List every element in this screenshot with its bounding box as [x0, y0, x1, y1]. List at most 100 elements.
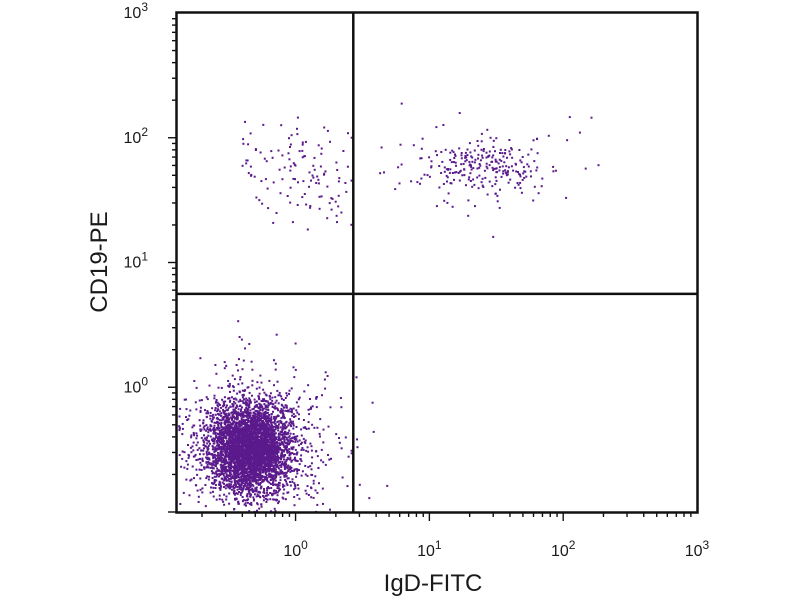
- event-dot: [317, 182, 320, 185]
- event-dot: [241, 400, 244, 403]
- event-dot: [259, 409, 262, 412]
- event-dot: [217, 425, 220, 428]
- event-dot: [477, 187, 480, 190]
- event-dot: [209, 453, 212, 456]
- event-dot: [250, 467, 252, 470]
- event-dot: [271, 403, 274, 406]
- event-dot: [197, 458, 200, 461]
- event-dot: [259, 491, 262, 494]
- event-dot: [256, 441, 259, 444]
- event-dot: [241, 428, 244, 431]
- event-dot: [262, 413, 265, 415]
- event-dot: [252, 499, 255, 502]
- event-dot: [227, 479, 230, 482]
- event-dot: [247, 424, 250, 427]
- event-dot: [245, 443, 248, 446]
- event-dot: [292, 436, 295, 439]
- event-dot: [187, 418, 190, 421]
- event-dot: [248, 400, 251, 403]
- event-dot: [239, 423, 242, 426]
- event-dot: [221, 470, 224, 473]
- event-dot: [221, 447, 224, 450]
- event-dot: [423, 173, 426, 176]
- event-dot: [240, 474, 243, 477]
- event-dot: [248, 420, 251, 423]
- event-dot: [216, 426, 219, 429]
- event-dot: [223, 465, 226, 468]
- event-dot: [317, 178, 320, 181]
- event-dot: [296, 460, 299, 463]
- event-dot: [241, 396, 244, 399]
- event-dot: [286, 451, 289, 454]
- event-dot: [224, 459, 227, 462]
- event-dot: [245, 415, 248, 417]
- event-dot: [319, 165, 322, 168]
- event-dot: [223, 447, 226, 450]
- event-dot: [220, 412, 223, 415]
- event-dot: [469, 172, 472, 175]
- event-dot: [304, 489, 307, 492]
- event-dot: [239, 450, 242, 452]
- event-dot: [216, 462, 219, 465]
- event-dot: [239, 428, 242, 431]
- event-dot: [222, 500, 225, 503]
- event-dot: [200, 449, 203, 452]
- event-dot: [262, 417, 264, 419]
- event-dot: [258, 449, 260, 452]
- event-dot: [235, 448, 238, 451]
- event-dot: [281, 178, 284, 181]
- event-dot: [356, 446, 359, 449]
- event-dot: [213, 424, 216, 427]
- event-dot: [296, 440, 299, 443]
- event-dot: [292, 407, 295, 410]
- event-dot: [257, 474, 260, 477]
- event-dot: [334, 200, 337, 203]
- event-dot: [248, 397, 251, 400]
- event-dot: [276, 485, 279, 488]
- event-dot: [245, 159, 248, 162]
- event-dot: [255, 465, 258, 467]
- event-dot: [254, 473, 257, 476]
- event-dot: [469, 151, 472, 154]
- event-dot: [291, 221, 294, 224]
- event-dot: [269, 483, 272, 485]
- event-dot: [297, 444, 300, 447]
- event-dot: [272, 429, 275, 432]
- event-dot: [304, 140, 307, 143]
- event-dot: [443, 166, 446, 169]
- event-dot: [263, 418, 266, 420]
- event-dot: [419, 182, 421, 185]
- event-dot: [268, 433, 271, 436]
- event-dot: [216, 460, 219, 462]
- event-dot: [231, 427, 234, 430]
- event-dot: [271, 434, 274, 437]
- event-dot: [192, 433, 195, 436]
- event-dot: [243, 455, 246, 458]
- event-dot: [242, 459, 245, 462]
- event-dot: [221, 456, 224, 459]
- event-dot: [231, 415, 234, 417]
- event-dot: [317, 466, 320, 469]
- event-dot: [203, 447, 205, 450]
- event-dot: [512, 169, 515, 172]
- event-dot: [289, 423, 292, 426]
- event-dot: [224, 456, 227, 459]
- event-dot: [256, 405, 258, 408]
- event-dot: [206, 446, 209, 449]
- event-dot: [241, 480, 243, 483]
- event-dot: [238, 391, 241, 394]
- event-dot: [195, 432, 198, 435]
- event-dot: [451, 149, 454, 152]
- event-dot: [217, 454, 220, 457]
- event-dot: [256, 482, 259, 485]
- event-dot: [190, 478, 193, 481]
- event-dot: [283, 433, 286, 436]
- event-dot: [412, 144, 415, 147]
- event-dot: [476, 167, 479, 170]
- event-dot: [565, 196, 568, 199]
- event-dot: [275, 461, 278, 464]
- event-dot: [235, 431, 238, 434]
- event-dot: [260, 423, 263, 426]
- event-dot: [250, 462, 252, 465]
- event-dot: [234, 463, 237, 466]
